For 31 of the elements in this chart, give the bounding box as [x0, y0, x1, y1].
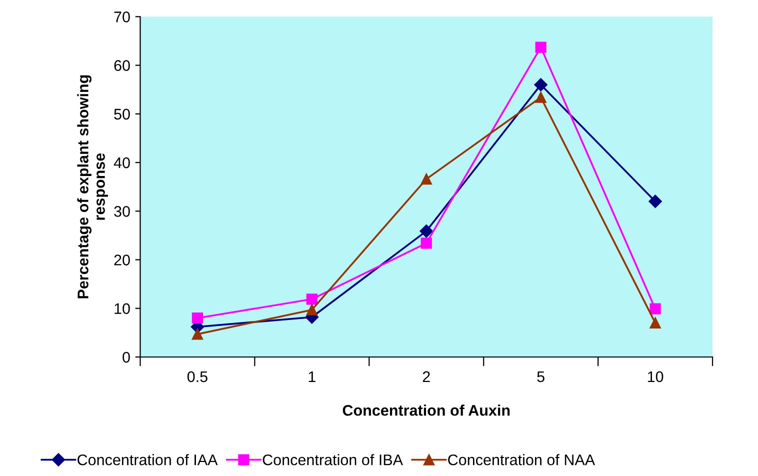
x-tick-label: 0.5 [187, 371, 208, 382]
point [535, 92, 546, 103]
x-tick-label: 10 [648, 371, 664, 382]
x-tick-label: 5 [537, 371, 544, 382]
point [306, 304, 318, 316]
point [534, 78, 548, 92]
point [420, 238, 432, 249]
y-axis-title: Percentage of explant showing response [77, 75, 108, 298]
point [650, 317, 661, 329]
y-tick-label: 0 [122, 352, 130, 363]
x-tick-label: 2 [422, 371, 430, 382]
point [306, 294, 318, 305]
point [192, 312, 204, 324]
point [420, 224, 433, 238]
point [192, 328, 204, 340]
point [535, 42, 546, 53]
y-tick-label: 70 [114, 12, 130, 22]
y-tick-label: 20 [114, 254, 130, 266]
y-tick-label: 60 [114, 60, 130, 71]
point [650, 303, 661, 314]
legend-label: Concentration of NAA [448, 454, 596, 466]
legend-label: Concentration of IAA [78, 454, 218, 466]
y-tick-label: 10 [114, 303, 130, 314]
point [420, 173, 432, 185]
y-tick-label: 40 [114, 157, 130, 168]
x-axis-title: Concentration of Auxin [342, 404, 510, 416]
y-tick-label: 30 [114, 206, 130, 217]
x-tick-label: 1 [308, 371, 316, 382]
legend-label: Concentration of IBA [262, 454, 403, 466]
point [648, 194, 662, 208]
y-tick-label: 50 [114, 108, 130, 120]
